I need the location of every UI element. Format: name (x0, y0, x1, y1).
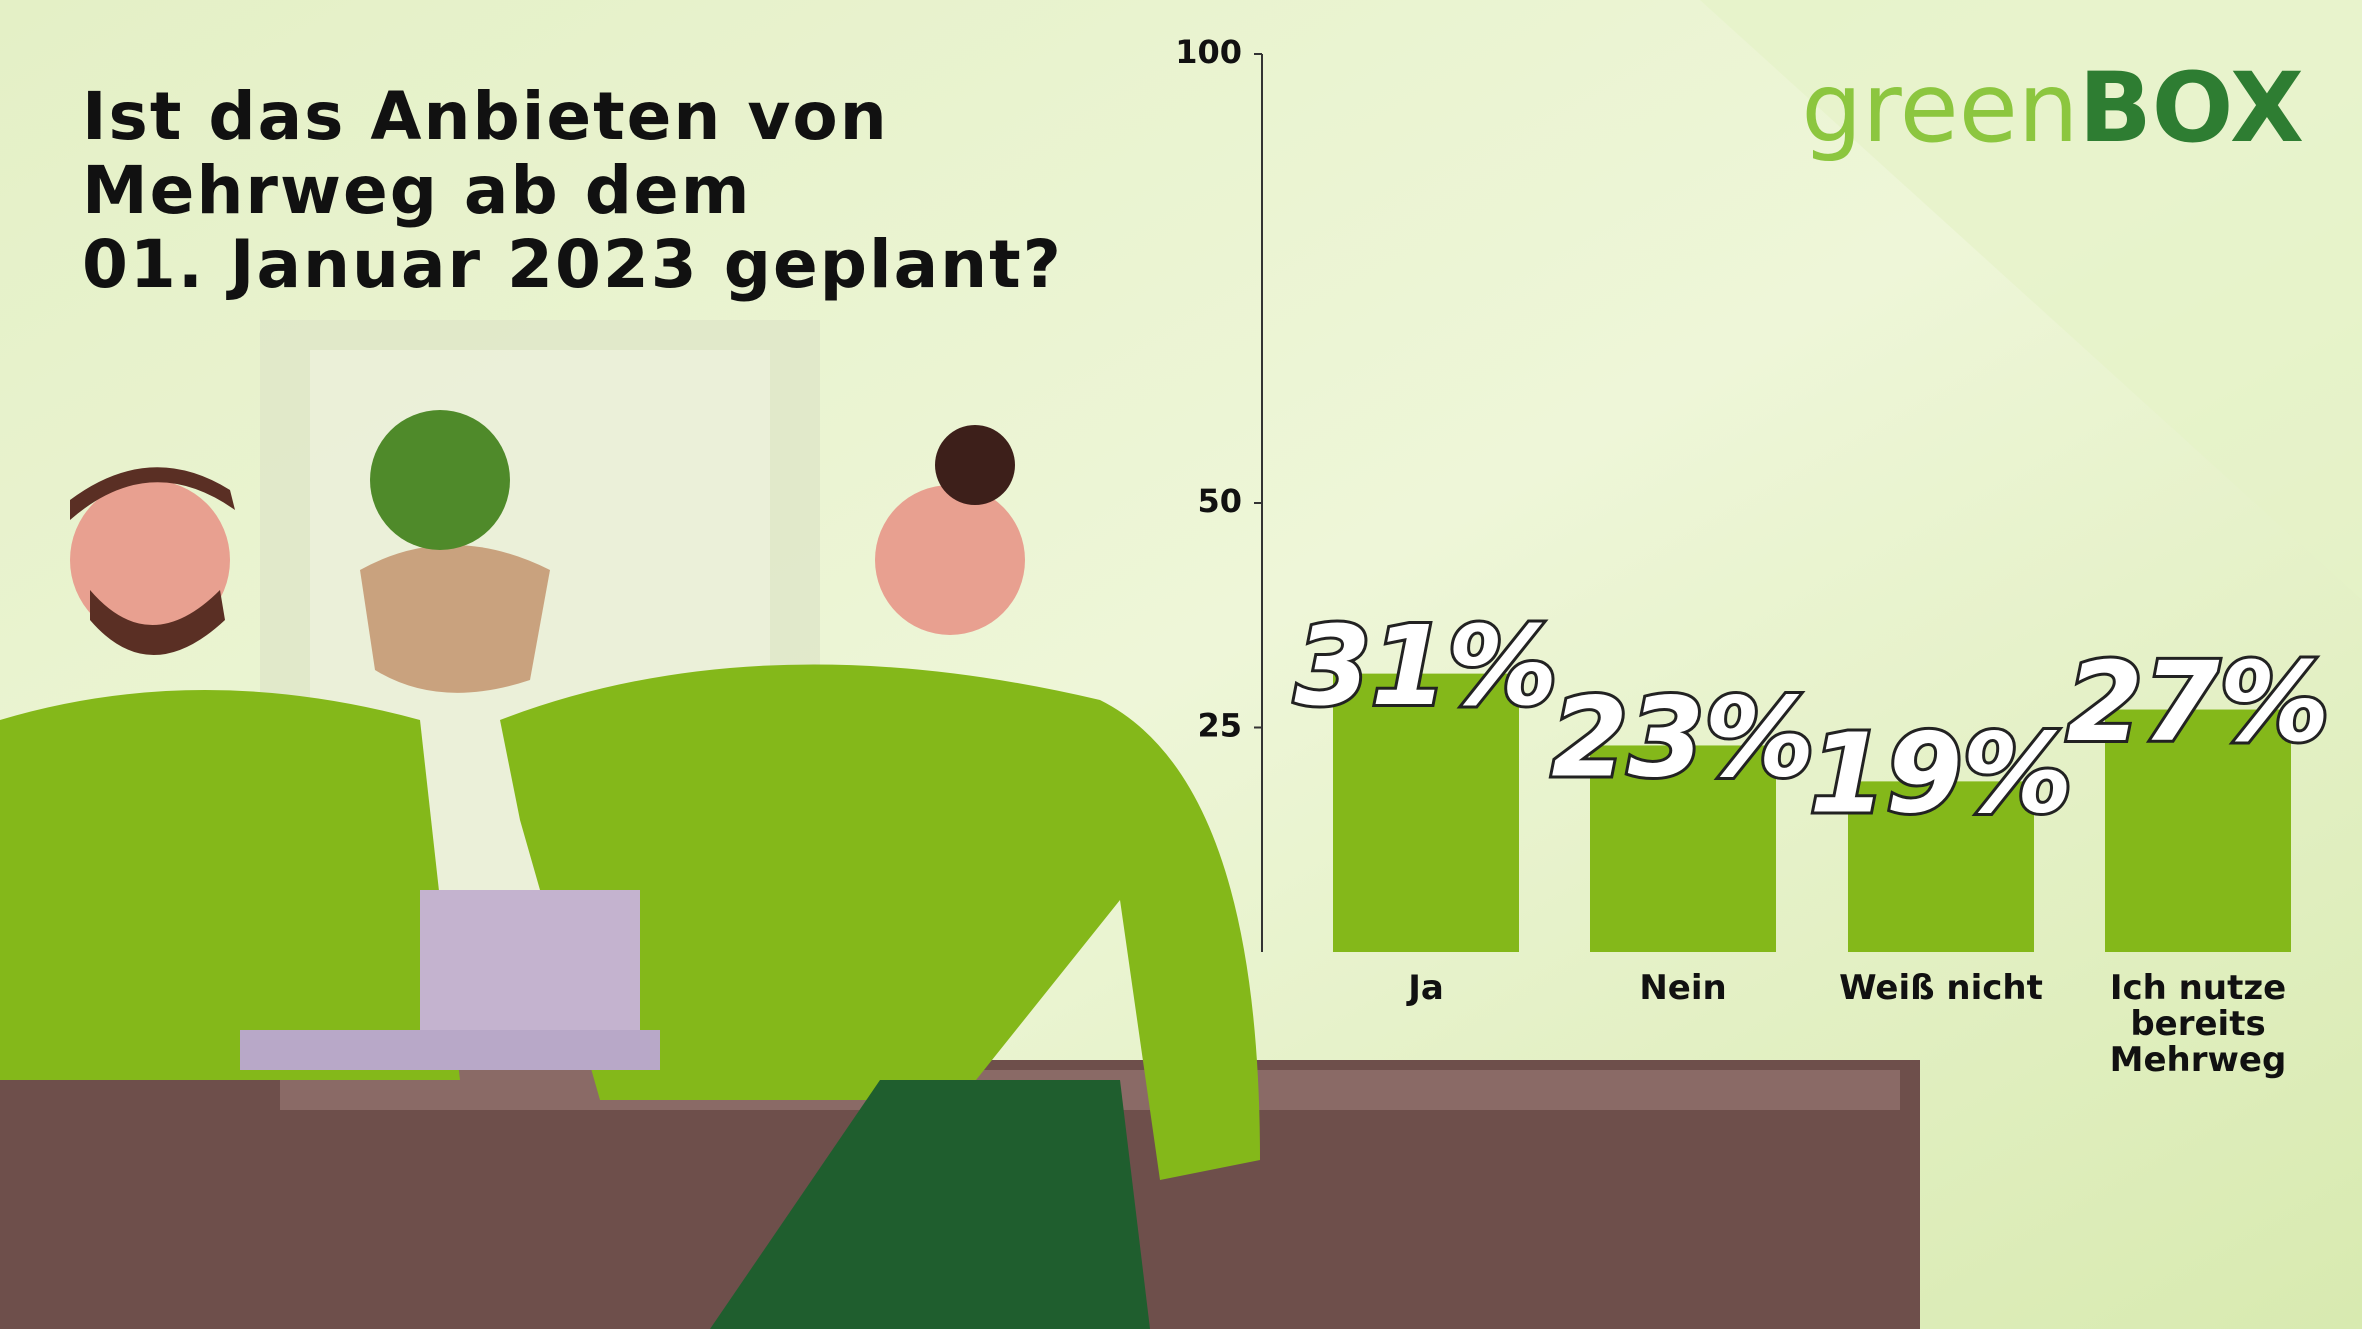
x-tick-label: Weiß nicht (1839, 968, 2043, 1008)
bg-stripe (1700, 0, 2362, 600)
logo: greenBOX (1801, 52, 2304, 164)
title: Ist das Anbieten von Mehrweg ab dem 01. … (82, 80, 1063, 302)
logo-part: green (1801, 52, 2079, 164)
value-label: 31% (1294, 602, 1557, 730)
logo-part: BOX (2078, 52, 2304, 164)
title-line: 01. Januar 2023 geplant? (82, 226, 1063, 303)
x-tick-label: Ja (1408, 968, 1444, 1008)
y-tick-label: 50 (1197, 482, 1242, 520)
y-tick-label: 25 (1197, 707, 1242, 745)
value-label: 19% (1809, 710, 2072, 838)
value-label: 23% (1551, 674, 1814, 802)
x-tick-label: Nein (1639, 968, 1727, 1008)
y-tick-label: 100 (1175, 33, 1242, 71)
bar (2105, 709, 2291, 952)
title-line: Mehrweg ab dem (82, 152, 752, 229)
value-label: 27% (2066, 638, 2329, 766)
illustration (0, 320, 1920, 1329)
bar (1848, 781, 2034, 952)
bar (1333, 673, 1519, 952)
x-tick-label: Ich nutze bereits Mehrweg (2109, 968, 2287, 1080)
bar (1590, 745, 1776, 952)
title-line: Ist das Anbieten von (82, 78, 889, 155)
